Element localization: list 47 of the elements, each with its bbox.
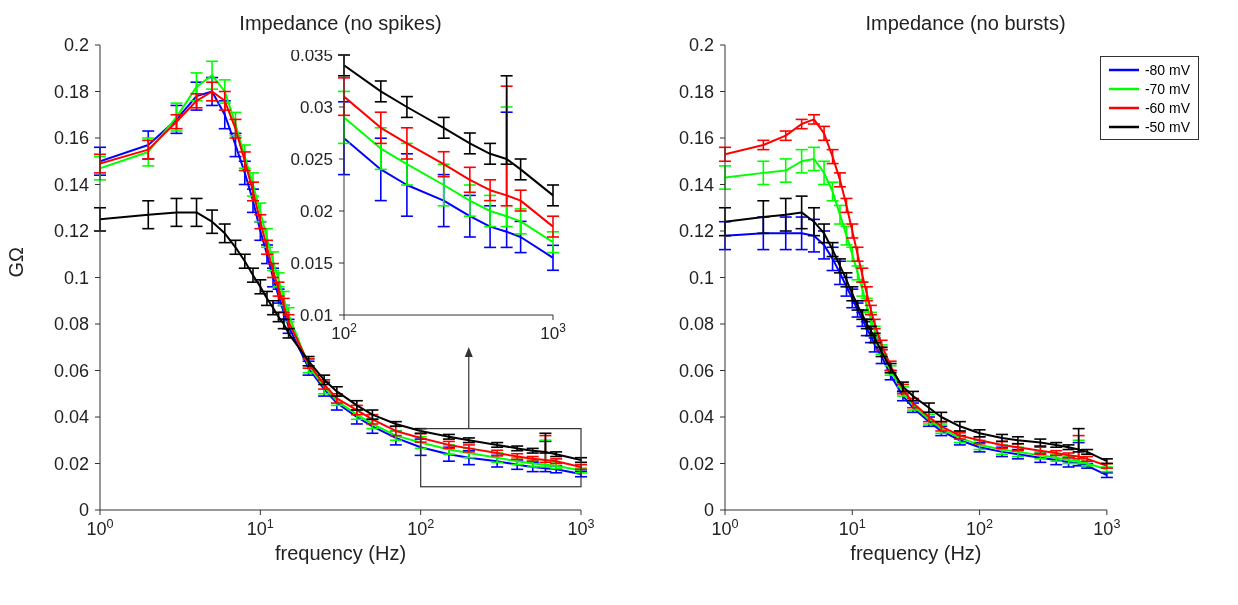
y-tick-label: 0.015 — [290, 253, 333, 273]
x-tick-label: 10$^{2}$ — [331, 321, 358, 343]
y-tick-label: 0 — [78, 500, 89, 521]
y-tick-label: 0.02 — [53, 453, 89, 474]
x-tick-label: 10$^{2}$ — [966, 517, 994, 539]
y-tick-label: 0.06 — [53, 360, 89, 381]
x-tick-label: 10$^{2}$ — [407, 517, 435, 539]
x-axis-title: frequency (Hz) — [274, 542, 407, 564]
y-tick-label: 0.04 — [53, 407, 89, 428]
y-tick-label: 0.02 — [299, 201, 333, 221]
y-tick-label: 0.08 — [678, 314, 714, 335]
chart-title: Impedance (no spikes) — [238, 12, 443, 35]
y-tick-label: 0.12 — [678, 221, 714, 242]
legend-label: -50 mV — [1144, 118, 1190, 135]
y-tick-label: 0.08 — [53, 314, 89, 335]
y-tick-label: 0.18 — [678, 81, 714, 102]
y-tick-label: 0.02 — [678, 453, 714, 474]
y-tick-label: 0.14 — [678, 174, 714, 195]
y-tick-label: 0 — [703, 500, 714, 521]
x-tick-label: 10$^{0}$ — [86, 517, 114, 539]
x-tick-label: 10$^{3}$ — [540, 321, 567, 343]
x-axis-title: frequency (Hz) — [850, 542, 982, 564]
y-tick-label: 0.16 — [53, 128, 89, 149]
x-tick-label: 10$^{1}$ — [246, 517, 274, 539]
legend-label: -70 mV — [1144, 80, 1190, 97]
y-tick-label: 0.18 — [53, 81, 89, 102]
y-tick-label: 0.12 — [53, 221, 89, 242]
y-tick-label: 0.1 — [63, 267, 89, 288]
legend-label: -60 mV — [1144, 99, 1190, 116]
legend-label: -80 mV — [1144, 61, 1190, 78]
y-tick-label: 0.16 — [678, 128, 714, 149]
x-tick-label: 10$^{3}$ — [567, 517, 595, 539]
chart-title: Impedance (no bursts) — [864, 12, 1067, 35]
y-tick-label: 0.01 — [299, 305, 333, 325]
y-tick-label: 0.025 — [290, 149, 333, 169]
y-tick-label: 0.03 — [299, 97, 333, 117]
y-tick-label: 0.1 — [688, 267, 714, 288]
y-tick-label: 0.035 — [290, 45, 333, 65]
y-tick-label: 0.2 — [63, 35, 89, 56]
x-tick-label: 10$^{0}$ — [711, 517, 739, 539]
y-tick-label: 0.06 — [678, 360, 714, 381]
y-tick-label: 0.14 — [53, 174, 89, 195]
x-tick-label: 10$^{3}$ — [1093, 517, 1121, 539]
y-tick-label: 0.2 — [688, 35, 714, 56]
y-tick-label: 0.04 — [678, 407, 714, 428]
y-axis-title: GΩ — [5, 246, 28, 278]
x-tick-label: 10$^{1}$ — [838, 517, 866, 539]
